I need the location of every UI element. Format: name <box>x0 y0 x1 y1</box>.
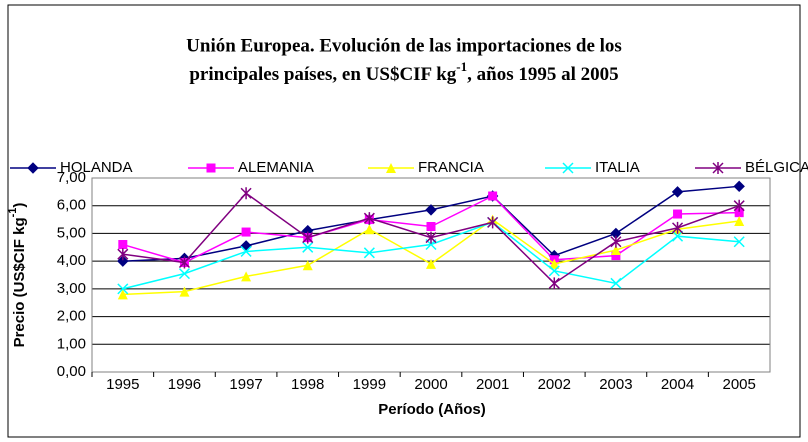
data-point <box>178 256 190 269</box>
legend-marker <box>562 162 574 174</box>
data-point <box>240 245 252 257</box>
data-point <box>734 215 745 226</box>
data-point <box>117 289 128 300</box>
data-point <box>118 240 128 250</box>
data-point <box>302 241 314 253</box>
data-point <box>363 212 375 225</box>
y-label-text: Precio (US$CIF kg <box>11 217 28 347</box>
data-point <box>179 286 190 297</box>
x-tick-label: 2003 <box>599 376 632 393</box>
data-point <box>426 222 436 231</box>
legend-label: ALEMANIA <box>238 159 314 176</box>
legend-label: BÉLGICA <box>745 159 808 176</box>
data-point <box>610 245 621 256</box>
title-superscript: -1 <box>456 59 467 74</box>
data-point <box>425 231 437 244</box>
data-point <box>302 231 314 244</box>
y-label-text: ) <box>11 203 28 208</box>
y-label-superscript: -1 <box>7 208 19 218</box>
y-axis-label: Precio (US$CIF kg-1) <box>7 203 28 348</box>
data-point <box>548 277 560 290</box>
title-text: , años 1995 al 2005 <box>467 64 619 85</box>
legend-marker <box>386 163 396 173</box>
data-point <box>611 251 621 261</box>
y-tick-label: 2,00 <box>57 308 86 325</box>
y-tick-label: 4,00 <box>57 252 86 269</box>
data-point <box>488 191 498 201</box>
x-tick-label: 1996 <box>168 376 201 393</box>
x-tick-label: 1998 <box>291 376 324 393</box>
data-point <box>178 268 190 280</box>
data-point <box>487 216 499 229</box>
x-tick-label: 1999 <box>353 376 386 393</box>
data-point <box>363 247 375 259</box>
data-point <box>610 277 622 289</box>
x-tick-label: 1997 <box>229 376 262 393</box>
y-tick-label: 7,00 <box>57 169 86 186</box>
x-tick-label: 2000 <box>414 376 447 393</box>
x-axis-label: Período (Años) <box>378 401 486 418</box>
data-point <box>671 186 684 198</box>
data-point <box>548 265 560 277</box>
y-tick-label: 3,00 <box>57 280 86 297</box>
legend-marker <box>27 162 39 174</box>
chart-title-line1: Unión Europea. Evolución de las importac… <box>186 35 622 56</box>
y-tick-label: 1,00 <box>57 335 86 352</box>
data-point <box>241 271 252 282</box>
legend-marker <box>206 163 216 173</box>
legend-marker <box>712 162 724 174</box>
legend-label: HOLANDA <box>60 159 133 176</box>
plot-frame <box>91 177 771 373</box>
x-tick-label: 2002 <box>538 376 571 393</box>
data-point <box>610 235 622 248</box>
data-point <box>425 204 437 216</box>
y-tick-label: 0,00 <box>57 363 86 380</box>
x-tick-label: 2004 <box>661 376 694 393</box>
x-tick-label: 2001 <box>476 376 509 393</box>
data-point <box>733 199 745 212</box>
data-point <box>302 260 313 271</box>
data-point <box>734 208 744 218</box>
data-point <box>733 236 745 248</box>
y-tick-label: 6,00 <box>57 197 86 214</box>
data-point <box>117 248 129 261</box>
data-point <box>240 187 252 200</box>
data-point <box>672 230 684 242</box>
data-point <box>733 180 745 193</box>
legend-label: ITALIA <box>595 159 640 176</box>
legend-label: FRANCIA <box>418 159 484 176</box>
y-tick-label: 5,00 <box>57 224 86 241</box>
data-point <box>549 258 560 269</box>
data-point <box>672 221 684 234</box>
data-point <box>241 227 251 237</box>
x-tick-label: 2005 <box>722 376 755 393</box>
data-point <box>673 209 683 219</box>
title-text: principales países, en US$CIF kg <box>189 64 456 85</box>
data-point <box>117 255 129 267</box>
chart-title-line2: principales países, en US$CIF kg-1, años… <box>189 59 618 85</box>
data-point <box>364 224 375 235</box>
data-point <box>117 283 129 295</box>
data-point <box>426 258 436 269</box>
x-tick-label: 1995 <box>106 376 139 393</box>
